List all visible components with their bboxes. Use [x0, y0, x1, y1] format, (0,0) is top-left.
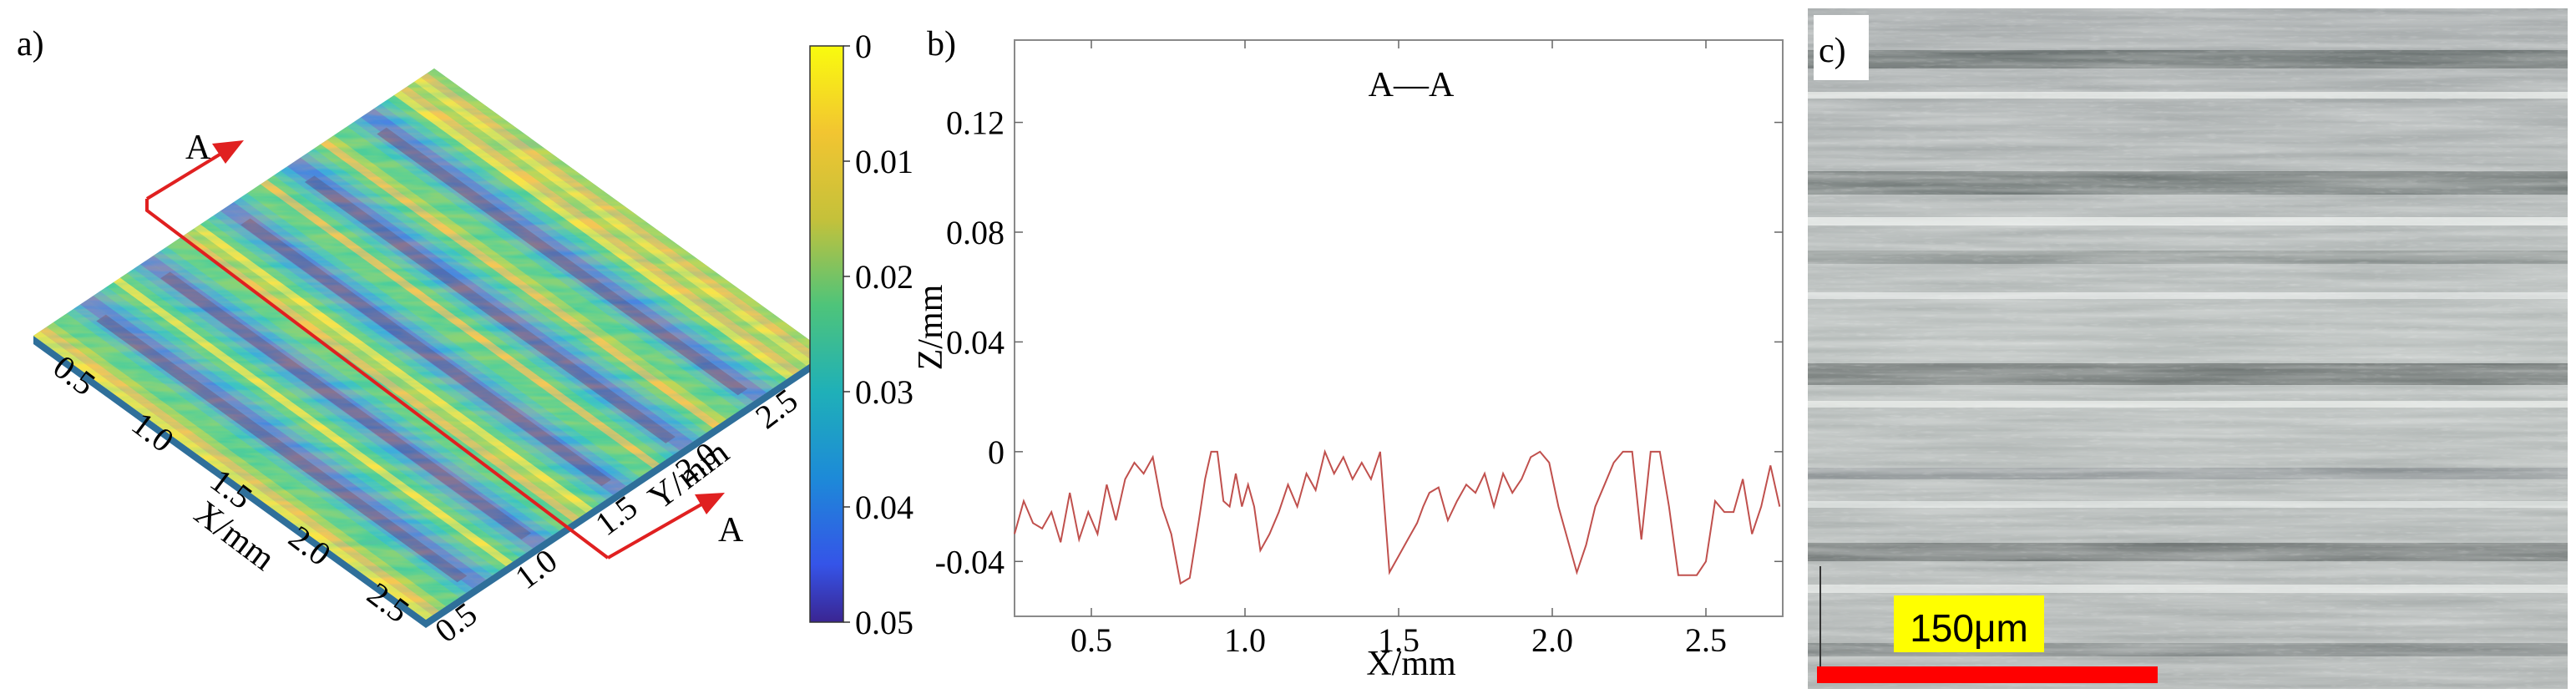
y-tick-label: -0.04 [935, 543, 1005, 580]
colorbar: 0 0.01 0.02 0.03 0.04 0.05 [809, 28, 913, 641]
colorbar-tick-label: 0 [855, 28, 872, 65]
section-line [145, 199, 610, 560]
panel-c-label-box [1814, 15, 1869, 80]
scale-bar-label: 150μm [1910, 606, 2028, 650]
panel-b-profile-chart: b) A—A 0.5 1.0 1.5 2.0 2.5 -0.04 0 0.04 0.08 0.1… [912, 25, 1784, 683]
section-arrow-end-head [695, 493, 725, 514]
section-arrow-start-head [212, 140, 244, 164]
plot-frame [1014, 39, 1784, 617]
y-tick-label: 0.08 [946, 214, 1005, 251]
colorbar-tick-label: 0.02 [855, 258, 913, 296]
micrograph-fine-texture [1808, 8, 2568, 689]
colorbar-tick-label: 0.05 [855, 604, 913, 641]
panel-b-x-ticks: 0.5 1.0 1.5 2.0 2.5 [1070, 40, 1727, 659]
panel-c-label: c) [1819, 32, 1846, 70]
x-tick-label: 1.5 [1378, 621, 1420, 659]
panel-c-micrograph: c) 150μm [1808, 8, 2568, 689]
section-arrow-end-shaft [607, 503, 702, 560]
panel-b-x-axis-label: X/mm [1366, 645, 1456, 683]
colorbar-tick-label: 0.01 [855, 143, 913, 180]
x-tick-label: 0.5 [1070, 621, 1112, 659]
y-tick-label: 0 [988, 433, 1005, 471]
panel-a-label: a) [17, 25, 44, 63]
surface-topography [33, 68, 827, 628]
colorbar-tick-label: 0.03 [855, 373, 913, 411]
profile-series-line [1014, 448, 1781, 585]
scale-bar-label-bg [1894, 595, 2044, 652]
x-tick-label: 2.0 [1531, 621, 1573, 659]
panel-b-y-ticks: -0.04 0 0.04 0.08 0.12 [935, 104, 1783, 580]
section-label-end: A [718, 511, 744, 550]
scale-bar [1817, 666, 2158, 683]
chart-title: A—A [1369, 66, 1455, 104]
panel-b-label: b) [927, 25, 956, 63]
section-line-a-a: A A [145, 129, 744, 560]
y-tick-label: 0.12 [946, 104, 1005, 142]
y-tick-label: 0.04 [946, 323, 1005, 361]
x-tick-label: 2.5 [1685, 621, 1727, 659]
colorbar-tick-label: 0.04 [855, 489, 913, 526]
x-tick-label: 1.0 [1224, 621, 1266, 659]
colorbar-gradient [809, 45, 844, 623]
surface-texture [33, 68, 827, 620]
panel-a-surface-plot: a) A A 0.51.01.52.02.5 0.51.01.52.02.5 X… [17, 25, 913, 650]
colorbar-ticks: 0 0.01 0.02 0.03 0.04 0.05 [843, 28, 913, 641]
section-arrow-start-shaft [145, 150, 225, 200]
panel-b-y-axis-label: Z/mm [912, 284, 950, 370]
